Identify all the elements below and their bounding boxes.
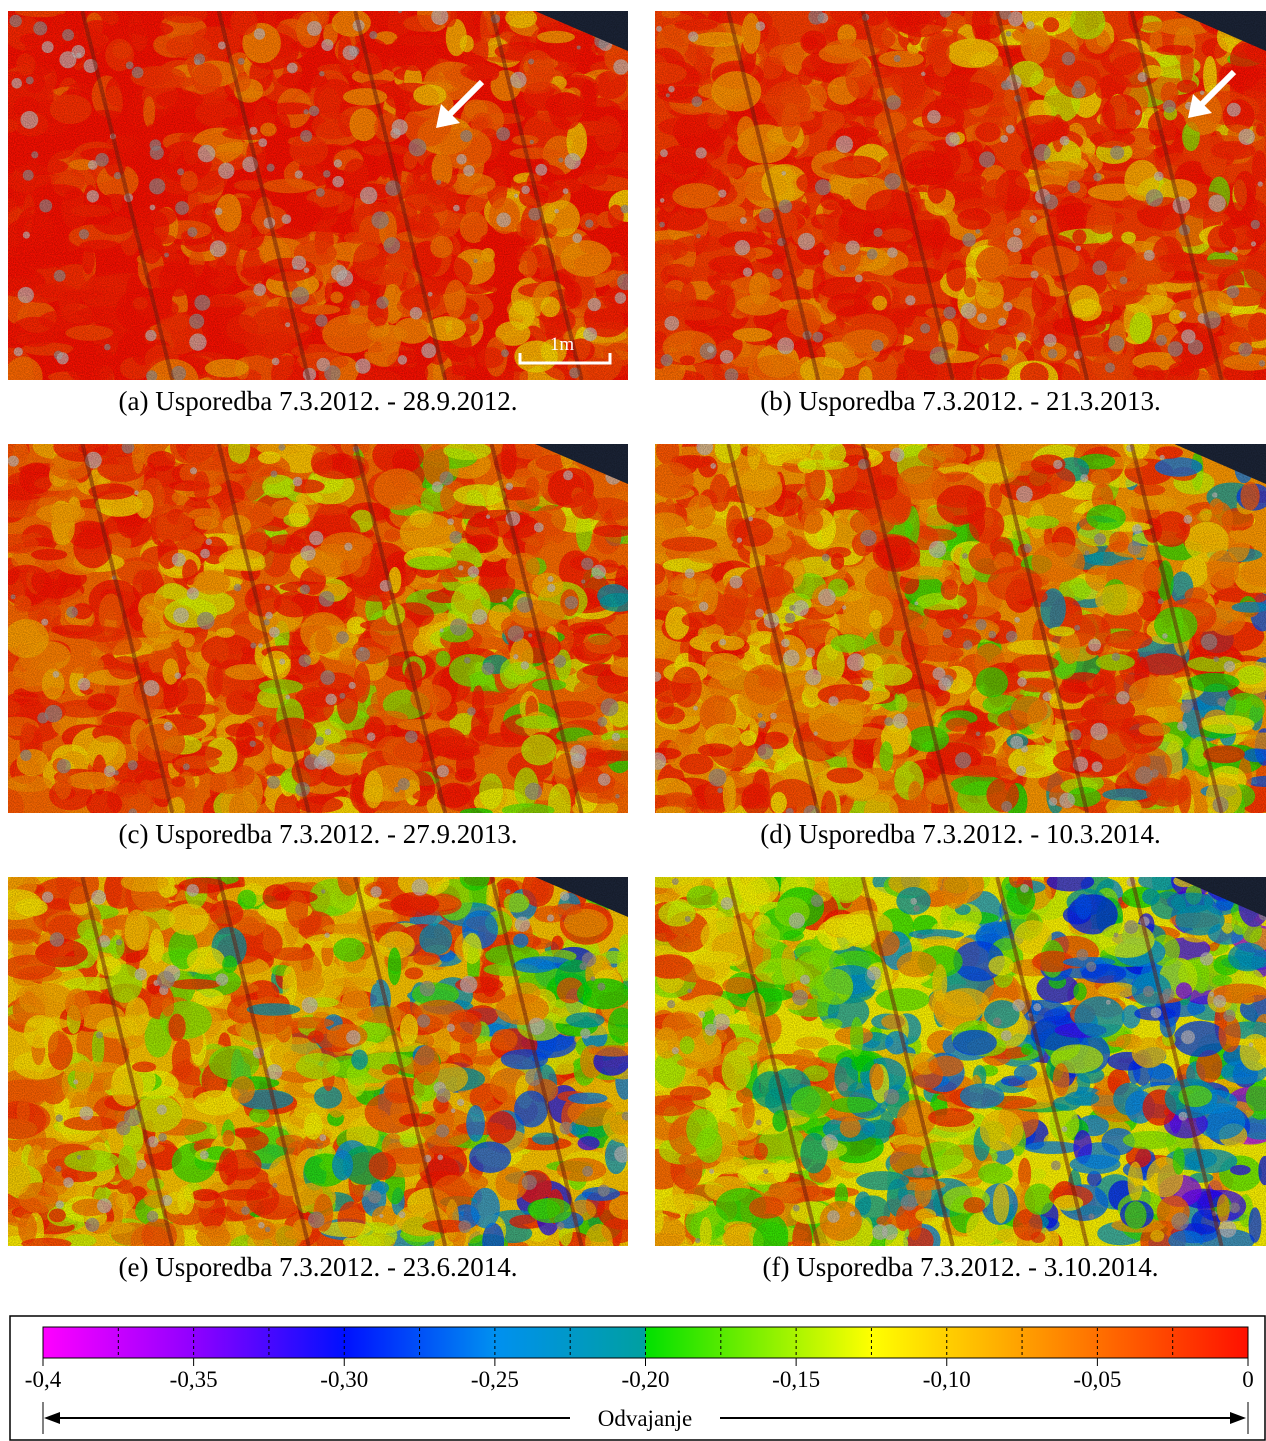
panel-image [655, 444, 1266, 813]
panel-image [655, 11, 1266, 380]
texture [8, 11, 628, 380]
panel-image [8, 11, 628, 380]
panels [8, 11, 1266, 1246]
texture [655, 11, 1266, 380]
texture [8, 444, 628, 813]
panel-image [8, 444, 628, 813]
texture [655, 444, 1266, 813]
panel-image [8, 877, 628, 1246]
